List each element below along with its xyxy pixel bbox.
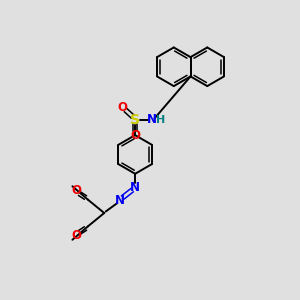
Text: H: H [156,115,166,125]
Text: O: O [72,184,82,197]
Text: O: O [72,229,82,242]
Text: S: S [130,113,140,127]
Text: N: N [146,113,157,126]
Text: N: N [115,194,125,207]
Text: O: O [118,101,128,114]
Text: N: N [130,181,140,194]
Text: O: O [130,129,140,142]
